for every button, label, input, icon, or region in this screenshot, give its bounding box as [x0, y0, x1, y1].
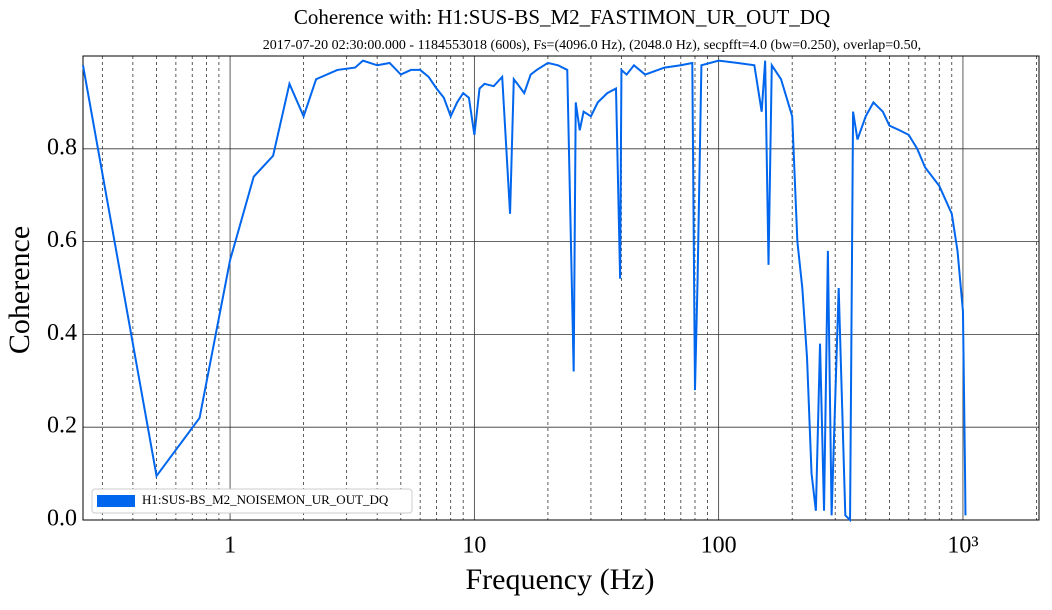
x-axis-label: Frequency (Hz): [465, 563, 654, 596]
plot-frame: [82, 55, 1040, 521]
legend-swatch: [97, 495, 135, 507]
y-tick-label: 0.8: [47, 134, 77, 160]
y-tick-label: 0.0: [47, 506, 77, 532]
x-tick-label: 10: [462, 533, 486, 559]
legend: H1:SUS-BS_M2_NOISEMON_UR_OUT_DQ: [91, 488, 413, 514]
y-axis-label: Coherence: [3, 226, 36, 354]
y-tick-label: 0.2: [47, 413, 77, 439]
x-tick-label: 1: [224, 533, 236, 559]
chart-title: Coherence with: H1:SUS-BS_M2_FASTIMON_UR…: [294, 5, 830, 29]
y-tick-label: 0.4: [47, 320, 77, 346]
x-tick-label: 10³: [947, 533, 978, 559]
legend-box: [91, 488, 413, 514]
chart-subtitle: 2017-07-20 02:30:00.000 - 1184553018 (60…: [263, 38, 921, 53]
legend-label: H1:SUS-BS_M2_NOISEMON_UR_OUT_DQ: [142, 492, 389, 507]
y-tick-label: 0.6: [47, 227, 77, 253]
x-tick-label: 100: [701, 533, 737, 559]
data-line: [82, 59, 967, 523]
